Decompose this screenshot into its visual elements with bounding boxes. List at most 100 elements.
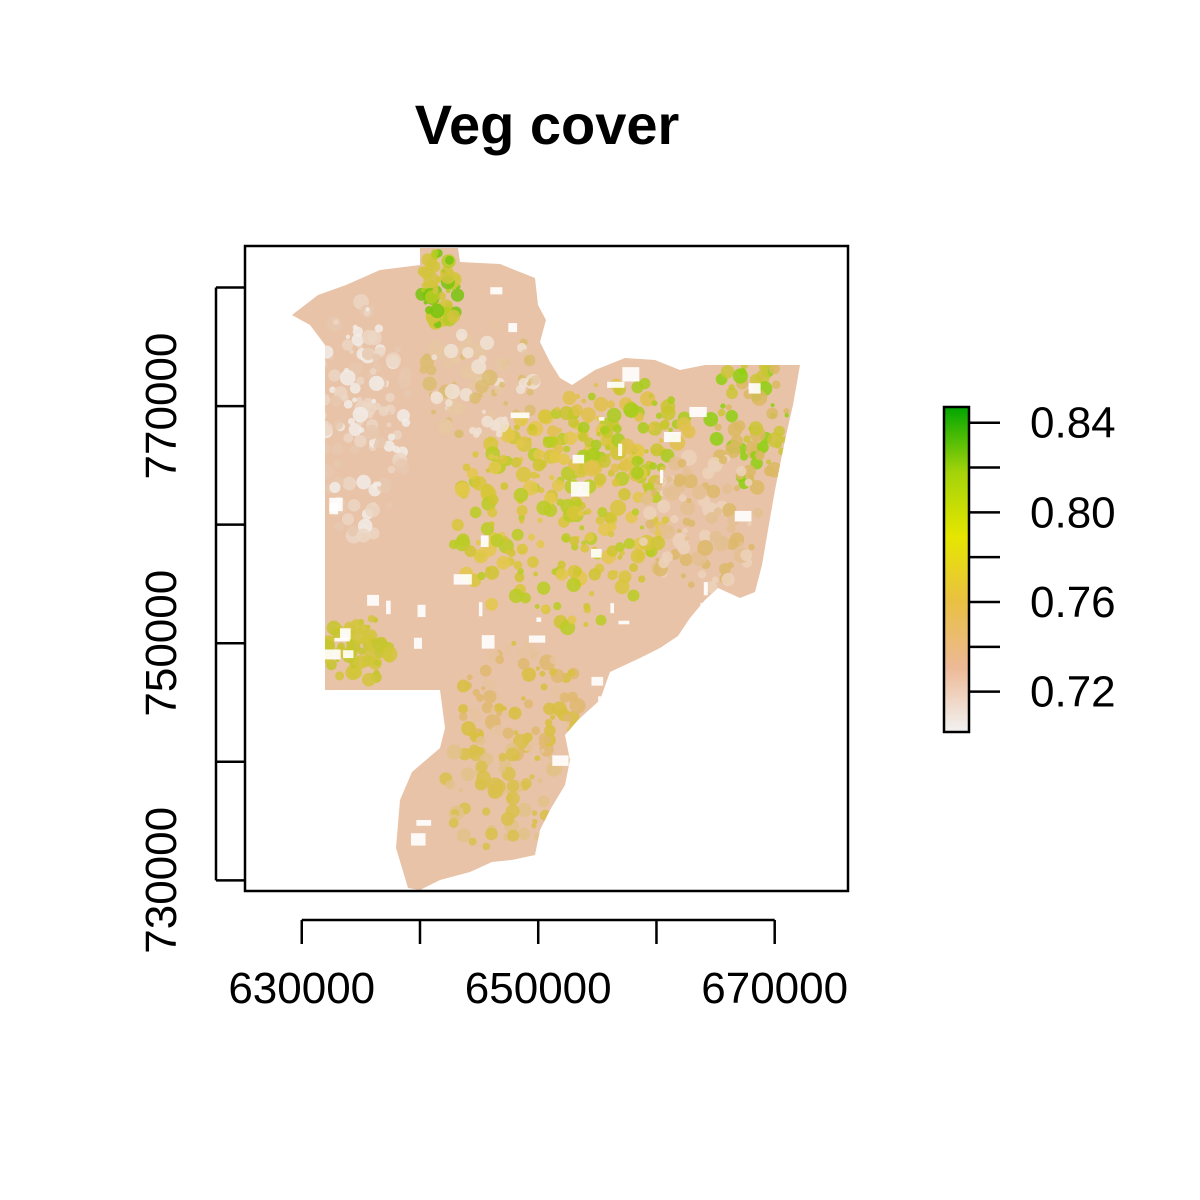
raster-patch	[419, 365, 428, 374]
raster-patch	[528, 423, 536, 432]
raster-patch	[631, 381, 644, 394]
raster-patch	[648, 393, 653, 398]
raster-patch	[766, 467, 776, 476]
raster-patch	[595, 614, 607, 626]
raster-gap	[748, 383, 761, 394]
raster-patch	[748, 543, 755, 551]
raster-patch	[548, 755, 553, 761]
raster-patch	[368, 645, 373, 651]
raster-patch	[358, 427, 365, 433]
raster-patch	[492, 323, 498, 329]
raster-patch	[567, 615, 577, 625]
raster-patch	[742, 464, 756, 478]
plot-frame	[243, 244, 850, 893]
raster-patch	[542, 436, 555, 449]
raster-patch	[550, 408, 562, 419]
raster-patch	[562, 722, 570, 730]
raster-patch	[435, 275, 443, 283]
raster-patch	[697, 570, 707, 579]
raster-patch	[356, 396, 363, 403]
raster-patch	[365, 307, 370, 312]
raster-patch	[615, 542, 625, 552]
raster-patch	[352, 406, 369, 423]
raster-patch	[387, 465, 396, 474]
raster-patch	[422, 376, 437, 391]
raster-patch	[566, 505, 582, 521]
raster-gap	[618, 620, 630, 625]
raster-patch	[423, 353, 431, 361]
raster-patch	[483, 689, 497, 704]
raster-patch	[485, 597, 499, 611]
raster-patch	[383, 440, 395, 452]
raster-patch	[349, 349, 354, 355]
raster-patch	[497, 695, 503, 701]
raster-patch	[349, 382, 361, 394]
raster-patch	[468, 837, 477, 846]
raster-patch	[481, 701, 494, 714]
raster-gap	[591, 548, 602, 558]
raster-patch	[744, 478, 753, 487]
raster-gap	[570, 481, 590, 497]
raster-patch	[472, 476, 487, 491]
raster-patch	[515, 438, 525, 448]
raster-patch	[513, 730, 519, 736]
raster-patch	[655, 412, 663, 419]
raster-patch	[367, 615, 376, 623]
raster-patch	[335, 671, 345, 681]
raster-patch	[495, 357, 509, 372]
raster-patch	[496, 556, 511, 570]
raster-gap	[410, 833, 426, 846]
raster-patch	[474, 427, 483, 435]
raster-patch	[498, 454, 508, 465]
raster-patch	[341, 513, 355, 526]
raster-patch	[374, 436, 386, 448]
raster-patch	[485, 468, 491, 473]
raster-patch	[747, 521, 752, 527]
raster-patch	[361, 672, 376, 687]
raster-patch	[613, 424, 622, 434]
raster-patch	[703, 412, 719, 427]
raster-patch	[697, 539, 714, 556]
raster-patch	[500, 482, 509, 491]
raster-patch	[651, 449, 657, 455]
raster-patch	[726, 387, 738, 400]
raster-patch	[752, 507, 763, 518]
raster-patch	[743, 435, 751, 443]
raster-patch	[396, 409, 410, 423]
raster-patch	[445, 255, 454, 265]
raster-patch	[638, 575, 646, 583]
raster-patch	[597, 507, 608, 518]
veg-cover-raster	[292, 248, 800, 890]
raster-patch	[679, 553, 693, 567]
raster-patch	[518, 514, 525, 522]
raster-patch	[735, 350, 746, 361]
raster-patch	[465, 334, 475, 344]
raster-patch	[310, 436, 322, 448]
raster-patch	[376, 477, 392, 493]
raster-patch	[373, 402, 382, 411]
raster-patch	[539, 670, 546, 677]
raster-patch	[478, 355, 487, 363]
raster-patch	[332, 318, 340, 326]
raster-patch	[540, 683, 548, 691]
raster-gap	[659, 469, 664, 484]
raster-patch	[513, 487, 529, 503]
raster-patch	[631, 455, 643, 467]
raster-patch	[676, 417, 692, 432]
legend-label: 0.84	[1030, 399, 1116, 448]
raster-patch	[639, 525, 644, 530]
raster-patch	[517, 657, 530, 670]
raster-patch	[356, 474, 371, 490]
raster-patch	[702, 467, 715, 480]
raster-patch	[369, 368, 377, 376]
raster-patch	[347, 417, 355, 426]
raster-patch	[448, 539, 459, 550]
raster-patch	[506, 779, 520, 793]
raster-patch	[343, 433, 354, 443]
raster-patch	[670, 514, 679, 524]
raster-patch	[623, 402, 640, 418]
raster-patch	[537, 517, 543, 523]
raster-patch	[569, 697, 586, 714]
raster-patch	[574, 393, 581, 399]
